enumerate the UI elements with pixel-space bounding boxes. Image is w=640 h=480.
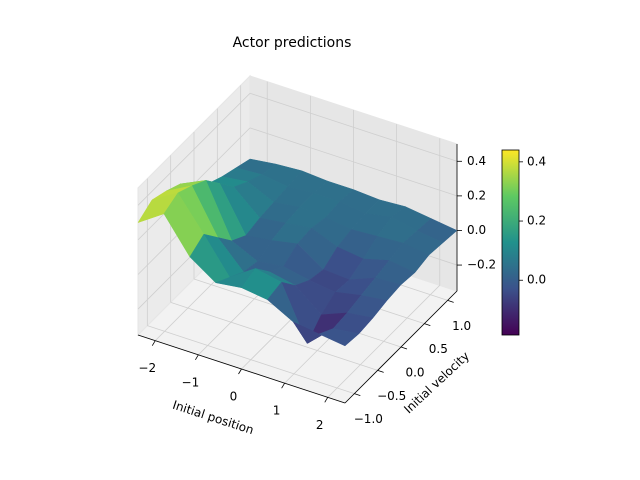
- x-axis-title: Initial position: [171, 398, 256, 437]
- y-tick-label: 1.0: [452, 319, 471, 333]
- tick-mark: [281, 382, 285, 389]
- colorbar-tick-label: 0.0: [527, 273, 546, 287]
- axis-line: [137, 334, 346, 404]
- grid-line: [249, 92, 458, 162]
- y-tick-label: 0.5: [429, 342, 448, 356]
- x-tick-label: −2: [138, 361, 156, 375]
- x-tick-label: 0: [230, 390, 238, 404]
- tick-mark: [324, 397, 329, 403]
- z-tick-label: 0.0: [467, 223, 486, 237]
- tick-mark: [400, 346, 408, 350]
- x-tick-label: 2: [316, 418, 324, 432]
- tick-mark: [424, 323, 431, 327]
- y-axis-title: Initial velocity: [401, 349, 472, 416]
- grid-line: [170, 301, 378, 371]
- axis-line: [344, 290, 458, 404]
- z-tick-label: 0.2: [467, 188, 486, 202]
- tick-mark: [238, 368, 242, 375]
- tick-mark: [195, 354, 199, 361]
- z-tick-label: 0.4: [467, 154, 486, 168]
- colorbar: [501, 149, 520, 336]
- tick-mark: [447, 299, 454, 303]
- x-tick-label: −1: [182, 375, 200, 389]
- x-tick-label: 1: [273, 404, 281, 418]
- y-tick-label: −0.5: [377, 389, 406, 403]
- grid-line: [137, 93, 251, 206]
- colorbar-tick-label: 0.4: [527, 154, 546, 168]
- surface-face: [318, 328, 360, 347]
- grid-line: [249, 127, 458, 197]
- grid-line: [147, 325, 355, 395]
- chart-title: Actor predictions: [233, 35, 352, 51]
- y-tick-label: −1.0: [354, 412, 383, 426]
- colorbar-tick-label: 0.2: [527, 214, 546, 228]
- tick-mark: [354, 393, 361, 397]
- tick-mark: [151, 340, 156, 346]
- y-tick-label: 0.0: [405, 366, 424, 380]
- z-tick-label: −0.2: [467, 258, 496, 272]
- tick-mark: [377, 369, 384, 373]
